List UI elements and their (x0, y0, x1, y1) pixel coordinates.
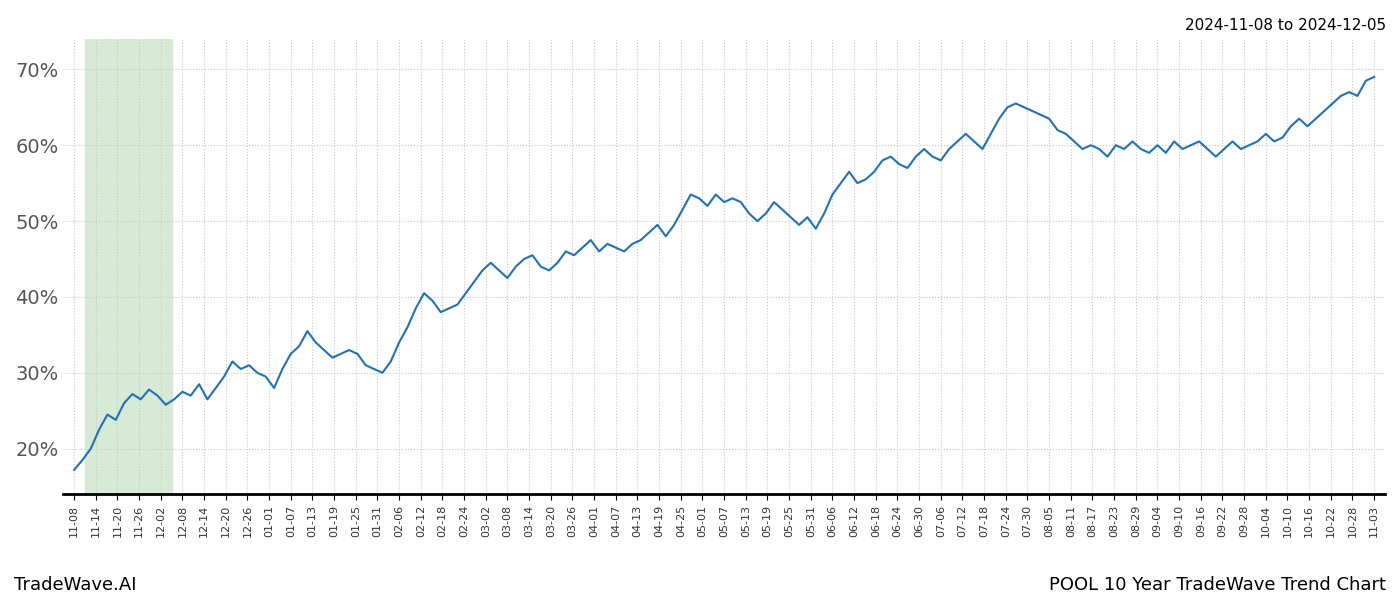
Text: TradeWave.AI: TradeWave.AI (14, 576, 137, 594)
Bar (85, 39, 172, 494)
Text: 2024-11-08 to 2024-12-05: 2024-11-08 to 2024-12-05 (1184, 18, 1386, 33)
Text: POOL 10 Year TradeWave Trend Chart: POOL 10 Year TradeWave Trend Chart (1049, 576, 1386, 594)
